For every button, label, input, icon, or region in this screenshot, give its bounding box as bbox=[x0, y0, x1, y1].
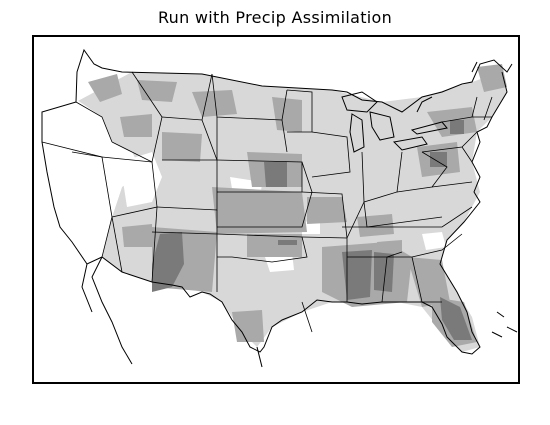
us-precip-map bbox=[41, 48, 518, 368]
state-borders bbox=[41, 71, 493, 333]
precip-dark-shading bbox=[152, 120, 472, 340]
map-title: Run with Precip Assimilation bbox=[157, 8, 393, 27]
map-frame bbox=[32, 35, 520, 384]
us-outline bbox=[41, 48, 513, 355]
map-outlines bbox=[41, 48, 518, 368]
